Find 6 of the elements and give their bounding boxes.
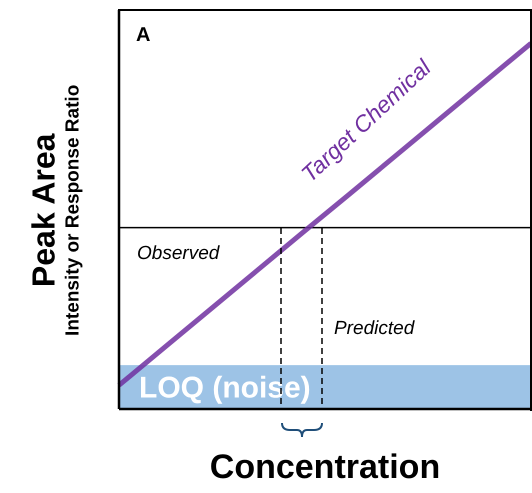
y-axis-title: Peak Area Intensity or Response Ratio — [26, 84, 84, 336]
ref-line-label: Observed — [137, 243, 221, 264]
chart-title: A — [136, 24, 150, 47]
band-label: LOQ (noise) — [139, 372, 311, 405]
x-axis-title: Concentration — [208, 448, 442, 487]
annotation: Predicted — [334, 318, 414, 340]
